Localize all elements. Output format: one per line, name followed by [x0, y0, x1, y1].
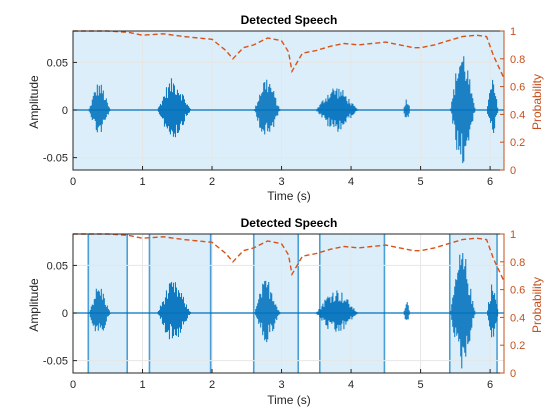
y-right-tick-label: 1 [510, 229, 516, 241]
y-right-tick-label: 0 [510, 368, 516, 380]
x-tick-label: 3 [278, 379, 284, 391]
chart-bottom-title: Detected Speech [241, 216, 338, 230]
y-tick-label: 0.05 [47, 260, 68, 272]
probability-line [73, 30, 505, 79]
chart-top-xlabel: Time (s) [267, 189, 311, 203]
waveform [73, 253, 504, 369]
x-tick-label: 4 [348, 379, 354, 391]
y-right-tick-label: 0.8 [510, 54, 525, 66]
y-tick-label: 0.05 [47, 57, 68, 69]
y-tick-label: -0.05 [43, 356, 68, 368]
y-tick-labels: -0.05 0 0.05 [43, 260, 77, 368]
x-tick-labels: 0 1 2 3 4 5 6 [70, 369, 493, 391]
y-tick-label: 0 [62, 105, 68, 117]
chart-top-ylabel: Amplitude [27, 75, 41, 129]
y-right-tick-label: 0.2 [510, 340, 525, 352]
chart-bottom-ylabel-right: Probability [530, 277, 544, 333]
y-tick-label: -0.05 [43, 153, 68, 165]
x-tick-label: 4 [348, 176, 354, 188]
x-tick-label: 0 [70, 176, 76, 188]
y-right-tick-label: 1 [510, 26, 516, 38]
x-tick-label: 1 [139, 379, 145, 391]
chart-top-title: Detected Speech [241, 13, 338, 27]
y-right-tick-label: 0.6 [510, 285, 525, 297]
axes [72, 233, 505, 374]
y-right-tick-label: 0 [510, 165, 516, 177]
x-tick-label: 5 [418, 176, 424, 188]
y-right-tick-label: 0.4 [510, 109, 525, 121]
axes [72, 30, 505, 171]
chart-bottom-xlabel: Time (s) [267, 393, 311, 407]
x-tick-label: 0 [70, 379, 76, 391]
probability-line [73, 233, 505, 282]
x-tick-label: 3 [278, 176, 284, 188]
y-right-tick-labels: 0 0.2 0.4 0.6 0.8 1 [500, 229, 525, 380]
x-tick-label: 6 [487, 176, 493, 188]
x-tick-label: 2 [209, 379, 215, 391]
probability-series [73, 30, 505, 79]
y-right-tick-label: 0.4 [510, 312, 525, 324]
x-tick-label: 6 [487, 379, 493, 391]
chart-bottom-ylabel: Amplitude [27, 278, 41, 332]
y-right-tick-label: 0.8 [510, 257, 525, 269]
y-tick-labels: -0.05 0 0.05 [43, 57, 77, 165]
y-right-tick-label: 0.2 [510, 137, 525, 149]
waveform [73, 56, 504, 164]
x-tick-label: 1 [139, 176, 145, 188]
x-tick-label: 5 [418, 379, 424, 391]
y-right-tick-labels: 0 0.2 0.4 0.6 0.8 1 [500, 26, 525, 177]
speech-regions [73, 31, 504, 170]
chart-top-ylabel-right: Probability [530, 74, 544, 130]
y-tick-label: 0 [62, 308, 68, 320]
speech-region [73, 31, 504, 170]
y-right-tick-label: 0.6 [510, 82, 525, 94]
x-tick-label: 2 [209, 176, 215, 188]
x-tick-labels: 0 1 2 3 4 5 6 [70, 166, 493, 188]
speech-regions [87, 234, 498, 373]
probability-series [73, 233, 505, 282]
